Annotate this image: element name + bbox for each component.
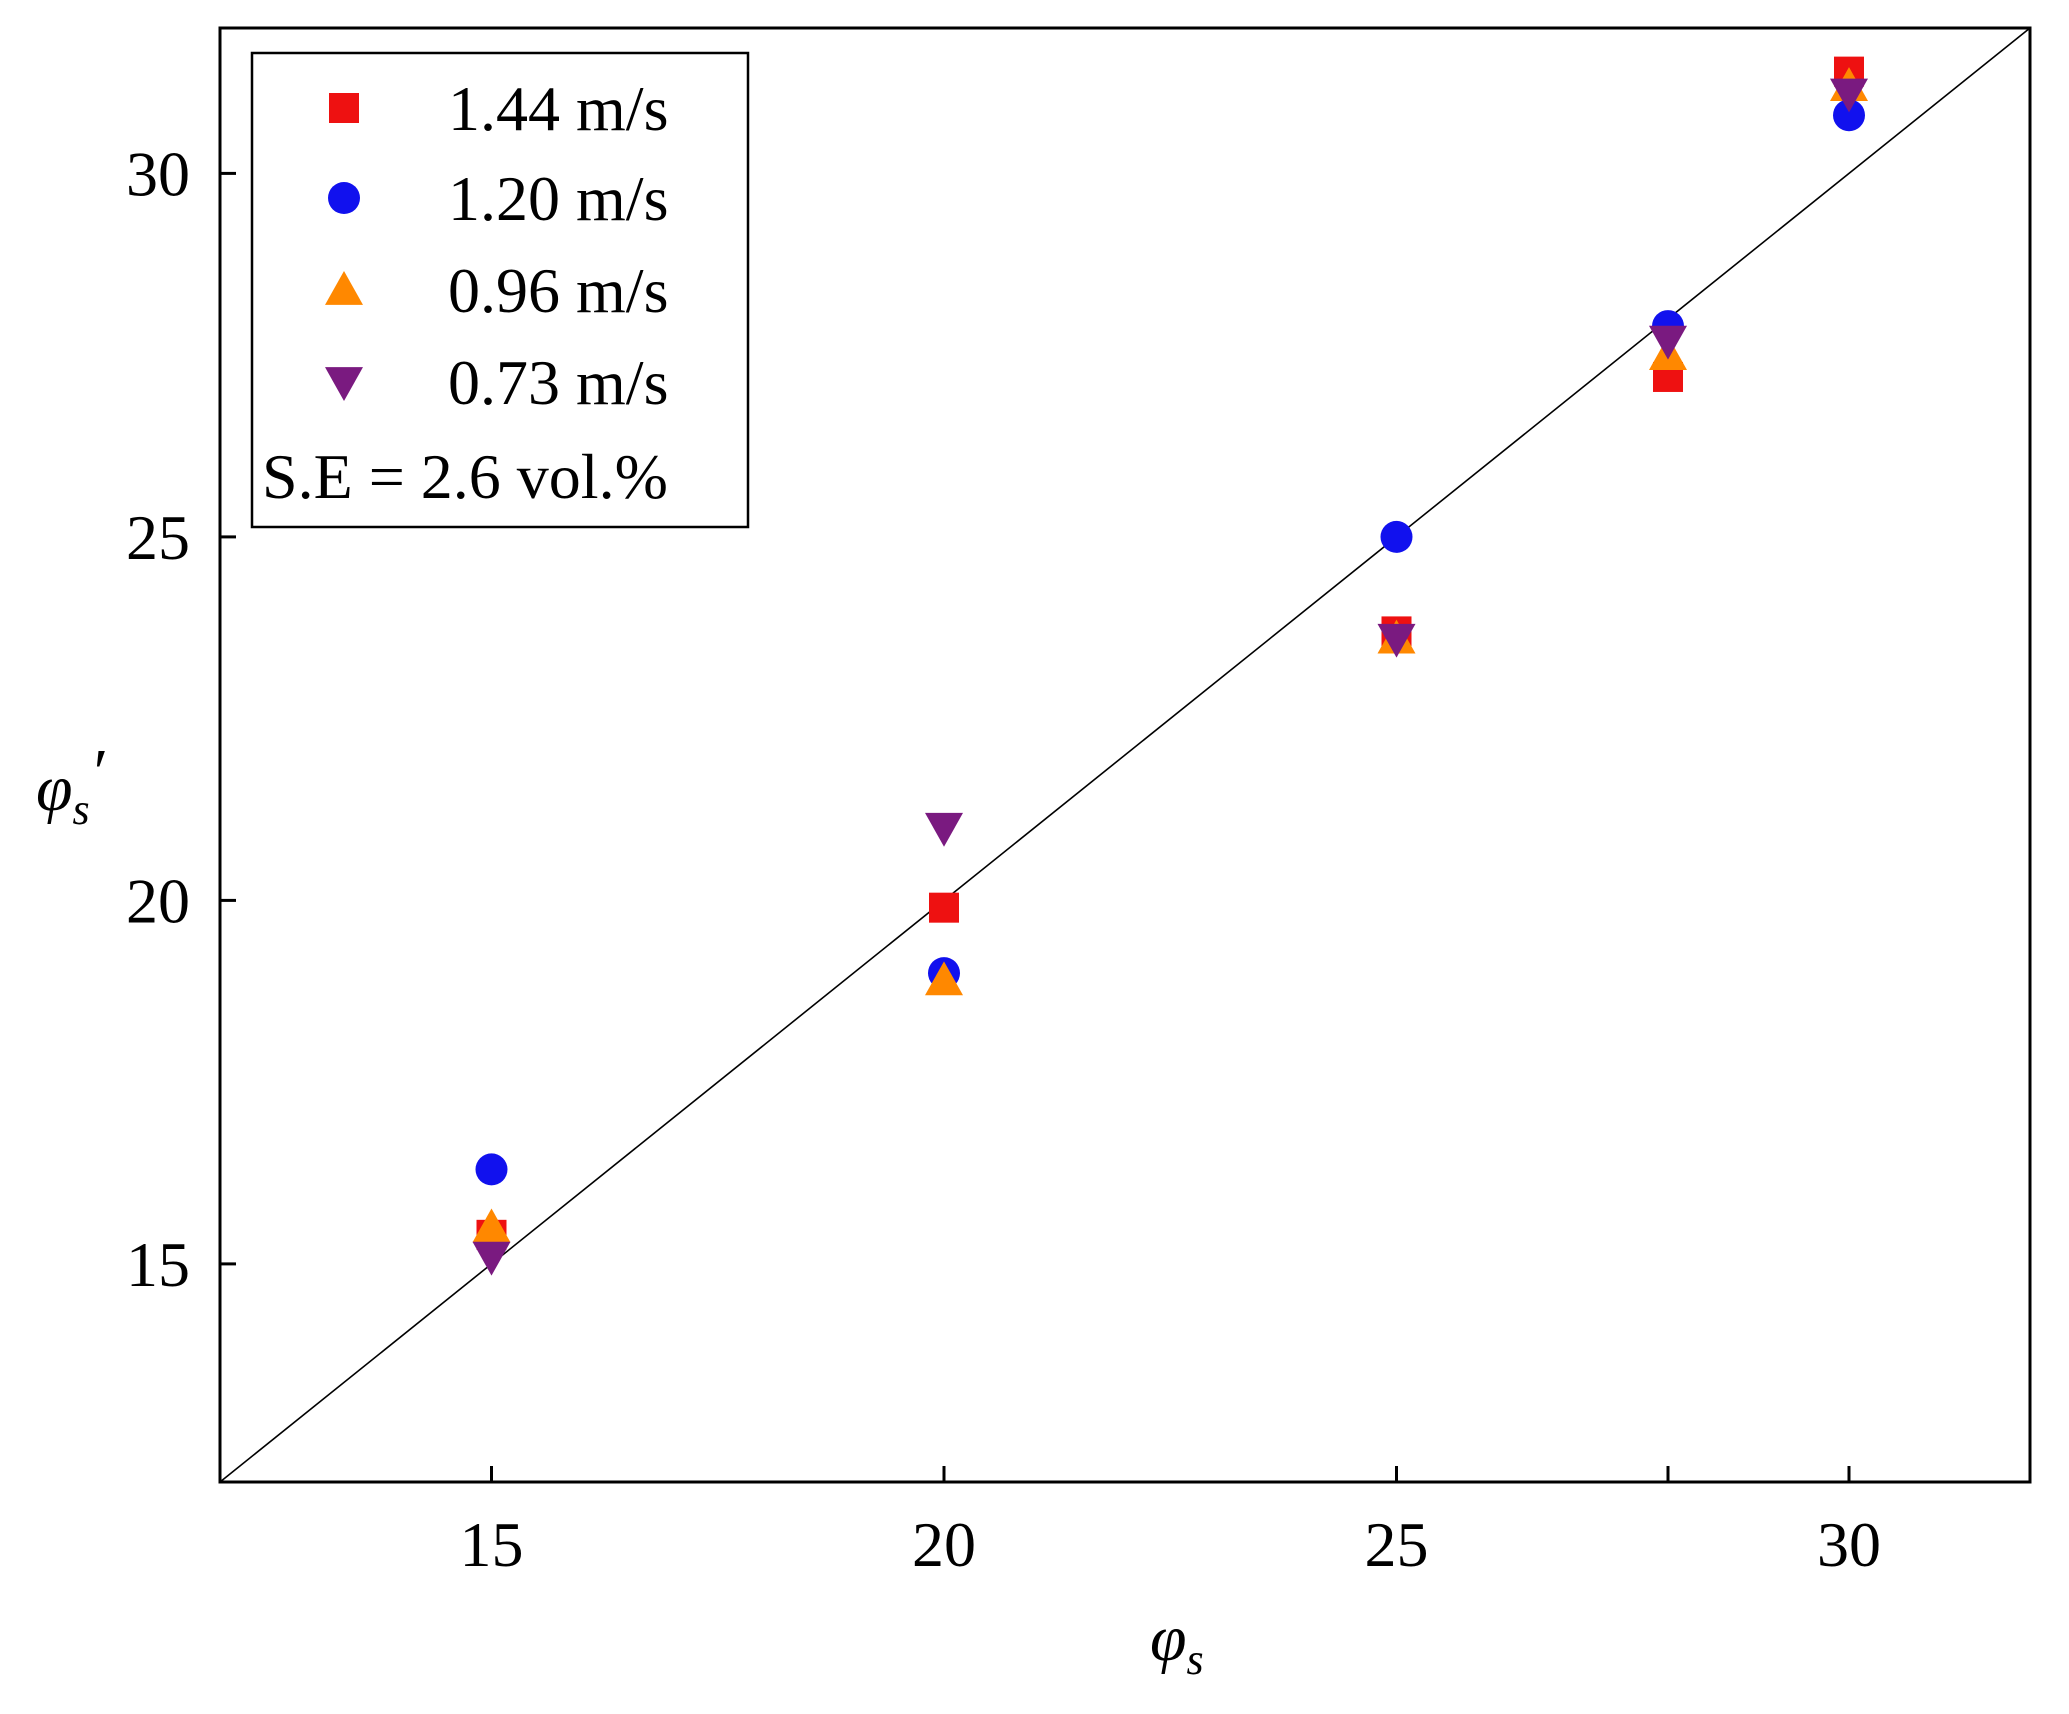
legend-marker <box>325 367 363 401</box>
data-point <box>1830 78 1868 113</box>
x-tick-label: 20 <box>912 1509 976 1580</box>
y-tick-label: 25 <box>126 502 190 573</box>
legend-marker <box>329 93 359 123</box>
y-tick-label: 15 <box>126 1229 190 1300</box>
plot-area <box>218 26 2032 1484</box>
axis-titles: φs φs′ <box>36 736 1204 1684</box>
series-4 <box>472 78 1868 1276</box>
plot-frame <box>218 26 2032 1484</box>
legend-label: 0.73 m/s <box>448 347 668 418</box>
legend-note: S.E = 2.6 vol.% <box>262 441 668 512</box>
data-point <box>1649 325 1687 360</box>
y-tick-label: 30 <box>126 138 190 209</box>
legend-label: 1.20 m/s <box>448 163 668 234</box>
x-tick-label: 30 <box>1817 1509 1881 1580</box>
legend-marker <box>325 271 363 305</box>
data-point <box>1377 623 1416 658</box>
legend-label: 0.96 m/s <box>448 255 668 326</box>
x-axis-title: φs <box>1150 1602 1204 1684</box>
data-point <box>929 892 959 923</box>
data-point <box>475 1153 508 1186</box>
legend-marker <box>328 182 360 214</box>
data-point <box>925 961 963 996</box>
y-axis-title: φs′ <box>36 736 106 834</box>
data-point <box>472 1208 511 1243</box>
x-tick-label: 25 <box>1365 1509 1429 1580</box>
legend: 1.44 m/s 1.20 m/s 0.96 m/s 0.73 m/s S.E = 2.… <box>250 51 750 529</box>
data-marks <box>472 56 1868 1276</box>
y-tick-label: 20 <box>126 865 190 936</box>
data-point <box>472 1241 511 1276</box>
axis-ticks: 15 20 25 30 15 20 25 30 <box>126 138 1881 1580</box>
reference-line <box>219 27 2031 1483</box>
x-tick-label: 15 <box>460 1509 524 1580</box>
legend-label: 1.44 m/s <box>448 73 668 144</box>
data-point <box>925 812 963 847</box>
data-point <box>1833 99 1865 132</box>
data-point <box>1380 520 1413 553</box>
